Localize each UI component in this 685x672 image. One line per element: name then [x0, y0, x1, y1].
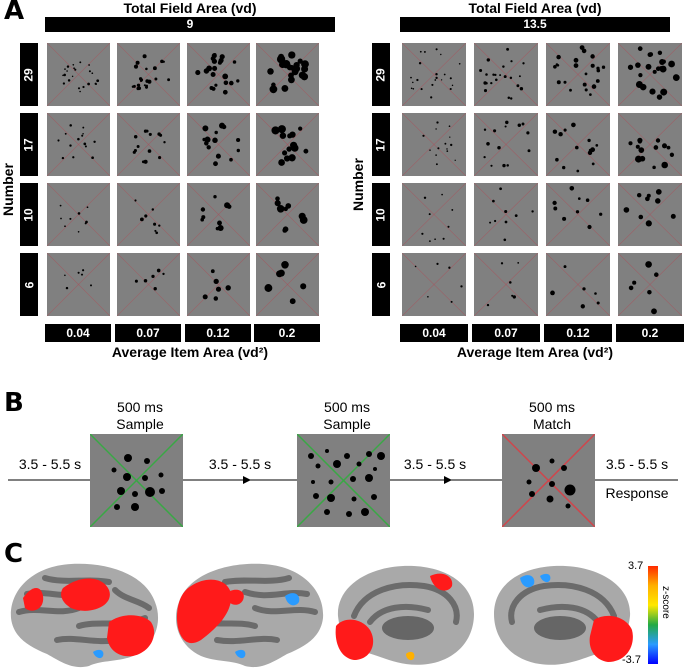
- stimulus-match: [502, 434, 595, 527]
- response-label: Response: [605, 485, 669, 501]
- stimulus-cell: [618, 113, 682, 176]
- brain-lateral-left: [10, 563, 159, 668]
- stim3-label: Match: [532, 416, 572, 432]
- item-area-label-0.12: 0.12: [185, 324, 251, 342]
- stimulus-cell: [402, 113, 466, 176]
- stim2-time: 500 ms: [324, 399, 370, 415]
- field-area-bar-left: 9: [45, 17, 335, 32]
- brain-lateral-right: [175, 563, 324, 668]
- stimulus-cell: [546, 183, 610, 246]
- stimulus-cell: [256, 253, 319, 316]
- stimulus-cell: [618, 183, 682, 246]
- stimulus-cell: [402, 253, 466, 316]
- colorbar: [648, 566, 658, 664]
- stimulus-cell: [256, 43, 319, 106]
- stimulus-sample-1: [90, 434, 183, 527]
- stimulus-cell: [187, 183, 250, 246]
- item-area-label-0.07: 0.07: [472, 324, 540, 342]
- stimulus-cell: [402, 183, 466, 246]
- panel-a-letter: A: [4, 0, 25, 26]
- stimulus-cell: [117, 183, 180, 246]
- brain-medial-left: [335, 565, 474, 665]
- stimulus-cell: [117, 113, 180, 176]
- item-area-label-0.07: 0.07: [115, 324, 181, 342]
- interval-2: 3.5 - 5.5 s: [208, 456, 272, 472]
- colorbar-label: z-score: [660, 586, 671, 619]
- stimulus-cell: [256, 113, 319, 176]
- field-area-bar-right: 13.5: [400, 17, 670, 32]
- panel-a-title-left: Total Field Area (vd): [123, 0, 257, 16]
- stim2-label: Sample: [323, 416, 371, 432]
- number-label-6: 6: [372, 253, 390, 316]
- stimulus-cell: [187, 43, 250, 106]
- stimulus-cell: [47, 113, 110, 176]
- item-area-label-0.12: 0.12: [544, 324, 612, 342]
- colorbar-min: -3.7: [622, 654, 641, 666]
- brain-medial-right: [494, 565, 633, 665]
- stimulus-cell: [47, 43, 110, 106]
- item-area-label-0.04: 0.04: [45, 324, 111, 342]
- stimulus-cell: [117, 43, 180, 106]
- colorbar-max: 3.7: [628, 560, 644, 572]
- number-label-10: 10: [372, 183, 390, 246]
- xlabel-right: Average Item Area (vd²): [456, 344, 614, 360]
- stimulus-cell: [474, 43, 538, 106]
- stimulus-cell: [546, 43, 610, 106]
- stimulus-cell: [402, 43, 466, 106]
- number-label-6: 6: [20, 253, 38, 316]
- panel-c-letter: C: [4, 539, 24, 569]
- interval-3: 3.5 - 5.5 s: [403, 456, 467, 472]
- stim1-time: 500 ms: [117, 399, 163, 415]
- stimulus-cell: [546, 253, 610, 316]
- stim3-time: 500 ms: [529, 399, 575, 415]
- item-area-label-0.2: 0.2: [254, 324, 320, 342]
- stimulus-cell: [474, 183, 538, 246]
- interval-1: 3.5 - 5.5 s: [18, 456, 82, 472]
- panel-b-letter: B: [4, 388, 24, 418]
- stimulus-cell: [187, 253, 250, 316]
- stimulus-cell: [256, 183, 319, 246]
- number-label-10: 10: [20, 183, 38, 246]
- number-label-17: 17: [372, 113, 390, 176]
- item-area-label-0.04: 0.04: [400, 324, 468, 342]
- item-area-label-0.2: 0.2: [616, 324, 684, 342]
- stimulus-cell: [47, 183, 110, 246]
- stimulus-cell: [546, 113, 610, 176]
- stimulus-cell: [474, 113, 538, 176]
- stimulus-cell: [187, 113, 250, 176]
- stimulus-sample-2: [297, 434, 390, 527]
- interval-4: 3.5 - 5.5 s: [605, 456, 669, 472]
- arrowhead-2: [444, 476, 452, 484]
- stimulus-cell: [618, 43, 682, 106]
- stimulus-cell: [47, 253, 110, 316]
- number-label-17: 17: [20, 113, 38, 176]
- xlabel-left: Average Item Area (vd²): [111, 344, 269, 360]
- stimulus-cell: [117, 253, 180, 316]
- arrowhead-1: [243, 476, 251, 484]
- panel-a-title-right: Total Field Area (vd): [468, 0, 602, 16]
- stim1-label: Sample: [116, 416, 164, 432]
- stimulus-cell: [618, 253, 682, 316]
- number-label-29: 29: [20, 43, 38, 106]
- stimulus-cell: [474, 253, 538, 316]
- number-label-29: 29: [372, 43, 390, 106]
